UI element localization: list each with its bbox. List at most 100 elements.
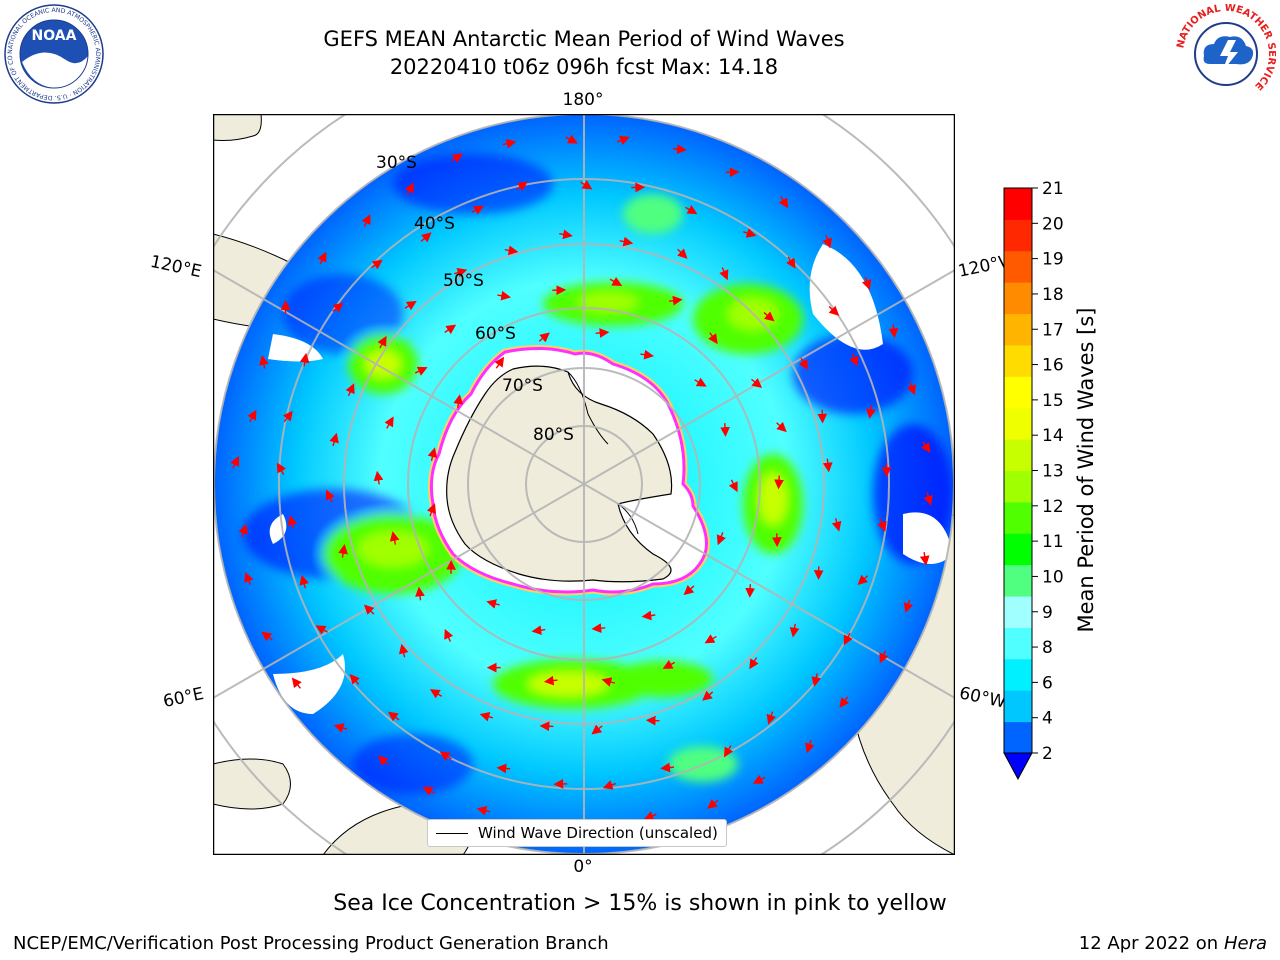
wave-direction-arrow [504, 245, 519, 256]
colorbar-tick-label: 20 [1042, 214, 1064, 234]
footer-date: 12 Apr 2022 on Hera [1079, 933, 1267, 954]
colorbar-tick-label: 18 [1042, 285, 1064, 305]
noaa-logo-text: NOAA [32, 28, 77, 44]
wave-direction-arrow [716, 532, 726, 546]
wave-direction-arrow [811, 673, 822, 687]
wave-direction-arrow [839, 696, 850, 708]
colorbar-block [1004, 690, 1032, 723]
wave-direction-arrow [849, 353, 859, 367]
wave-direction-arrow [282, 410, 293, 423]
wave-direction-arrow [398, 643, 409, 658]
colorbar-block [1004, 344, 1032, 377]
colorbar-block [1004, 658, 1032, 691]
colorbar-tick-label: 10 [1042, 567, 1064, 587]
colorbar-block [1004, 219, 1032, 252]
wave-direction-arrow [299, 574, 309, 589]
map-frame [213, 114, 955, 855]
wave-direction-arrow [720, 423, 730, 437]
wave-direction-arrow [619, 236, 634, 247]
sea-ice-caption: Sea Ice Concentration > 15% is shown in … [333, 891, 947, 916]
wave-direction-arrow [595, 328, 610, 338]
colorbar-block [1004, 721, 1032, 754]
wave-direction-arrow [444, 628, 454, 642]
colorbar-tick-label: 11 [1042, 532, 1064, 552]
wave-direction-arrow [238, 523, 248, 538]
wave-direction-arrow [291, 677, 302, 689]
colorbar-tick-label: 6 [1042, 673, 1053, 693]
wave-direction-arrow [822, 235, 832, 249]
wave-direction-arrow [786, 256, 796, 269]
colorbar-tick-label: 16 [1042, 356, 1064, 376]
colorbar-block [1004, 407, 1032, 440]
wave-direction-arrow [387, 711, 400, 722]
wave-direction-arrow [389, 531, 400, 545]
legend-line-swatch [436, 832, 468, 834]
wave-direction-arrow [333, 723, 348, 733]
footer-date-text: 12 Apr 2022 on [1078, 933, 1224, 954]
wave-direction-arrow [877, 518, 887, 532]
wave-direction-arrow [414, 366, 428, 376]
colorbar-ticks: 2 4 6 8 9 10 11 12 13 14 15 16 17 18 19 20 21 [1032, 180, 1064, 764]
lat-label-50s: 50°S [443, 271, 484, 291]
wave-direction-arrow [591, 724, 603, 735]
wave-direction-arrow [743, 228, 757, 238]
lat-label-40s: 40°S [414, 214, 455, 234]
wave-direction-arrow [766, 711, 776, 725]
wave-direction-arrow [866, 405, 876, 419]
wave-direction-arrow [602, 780, 617, 790]
wave-direction-arrow [828, 305, 840, 316]
wave-direction-arrow [728, 479, 738, 493]
wave-direction-arrow [384, 416, 394, 429]
wave-direction-arrow [427, 447, 438, 461]
legend-label: Wind Wave Direction (unscaled) [478, 824, 718, 842]
wave-direction-arrow [774, 475, 784, 490]
colorbar-tick-label: 19 [1042, 250, 1064, 270]
wave-direction-arrow [923, 492, 933, 506]
colorbar: 2 4 6 8 9 10 11 12 13 14 15 16 17 18 19 20 21 [1003, 180, 1064, 781]
wave-direction-arrow [317, 251, 327, 265]
wave-direction-arrow [763, 311, 775, 322]
wave-direction-arrow [857, 574, 869, 585]
colorbar-tick-label: 9 [1042, 603, 1053, 623]
colorbar-tick-label: 21 [1042, 180, 1064, 199]
chart-title: GEFS MEAN Antarctic Mean Period of Wind … [323, 27, 845, 51]
colorbar-tick-label: 8 [1042, 638, 1053, 658]
wave-direction-arrow [749, 657, 759, 670]
wave-direction-arrow [580, 180, 593, 190]
wave-direction-arrow [778, 196, 789, 209]
wave-direction-arrow [261, 631, 273, 642]
wave-direction-arrow [325, 489, 335, 503]
wave-direction-arrow [377, 335, 387, 349]
wave-direction-arrow [363, 604, 375, 615]
colorbar-block [1004, 313, 1032, 346]
colorbar-tick-label: 2 [1042, 744, 1053, 764]
wave-direction-arrow [502, 138, 517, 149]
wave-direction-arrow [702, 690, 714, 701]
colorbar-tick-label: 17 [1042, 320, 1064, 340]
wave-direction-arrow [601, 677, 616, 687]
wave-direction-arrow [531, 625, 546, 635]
wave-direction-arrow [645, 715, 660, 726]
wave-direction-arrow [861, 276, 872, 291]
wave-direction-arrow [673, 144, 687, 154]
polar-map [213, 114, 955, 855]
lat-label-70s: 70°S [502, 376, 543, 396]
wave-direction-arrow [439, 751, 452, 761]
colorbar-tick-label: 15 [1042, 391, 1064, 411]
lon-label-60e: 60°E [161, 683, 206, 713]
wave-direction-arrow [450, 153, 463, 163]
colorbar-extend-triangle [1003, 752, 1033, 781]
wave-direction-arrow [888, 324, 899, 339]
wave-direction-arrow [247, 409, 257, 423]
colorbar-tick-label: 14 [1042, 426, 1064, 446]
wave-direction-arrow [685, 205, 698, 215]
wave-direction-arrow [903, 599, 914, 613]
colorbar-block [1004, 501, 1032, 534]
wave-direction-arrow [789, 623, 800, 638]
wave-direction-arrow [471, 205, 484, 215]
wave-direction-arrow [694, 377, 707, 387]
lat-label-60s: 60°S [475, 324, 516, 344]
wave-direction-arrow [559, 229, 573, 240]
wave-direction-arrow [919, 551, 930, 566]
noaa-logo: NATIONAL OCEANIC AND ATMOSPHERIC ADMINIS… [4, 4, 104, 104]
